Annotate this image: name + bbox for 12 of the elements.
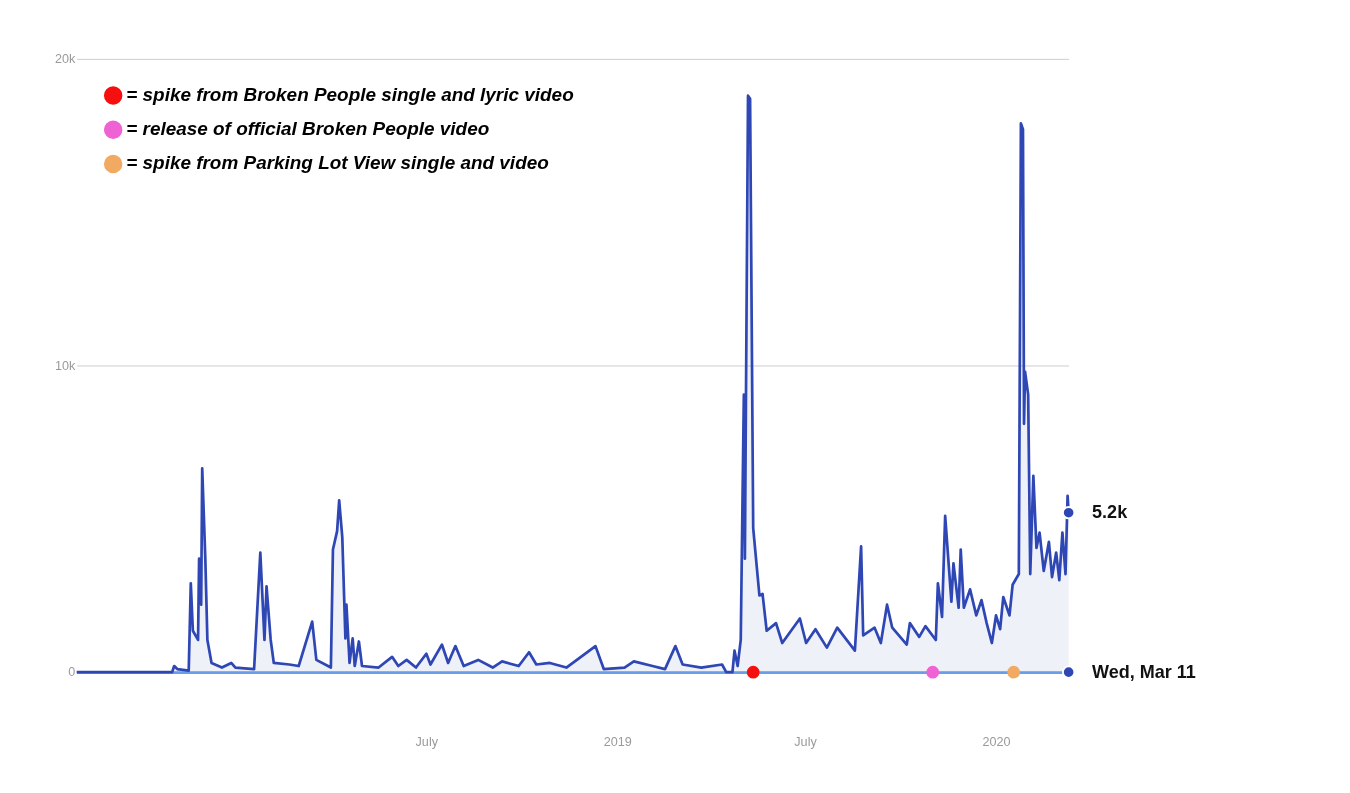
annotation: 5.2k — [1092, 502, 1129, 523]
x-tick-label: 2019 — [603, 734, 632, 749]
annotation: Wed, Mar 11 — [1092, 661, 1196, 682]
x-tick-label: July — [415, 734, 439, 749]
legend-label: = spike from Parking Lot View single and video — [126, 152, 549, 174]
y-tick-label: 20k — [54, 51, 76, 66]
y-tick-label: 10k — [54, 358, 76, 373]
legend-label: = release of official Broken People video — [126, 118, 490, 140]
y-tick-label: 0 — [68, 665, 76, 680]
x-tick-label: July — [794, 734, 818, 749]
legend-label: = spike from Broken People single and lyric video — [126, 83, 574, 105]
x-tick-label: 2020 — [982, 734, 1011, 749]
